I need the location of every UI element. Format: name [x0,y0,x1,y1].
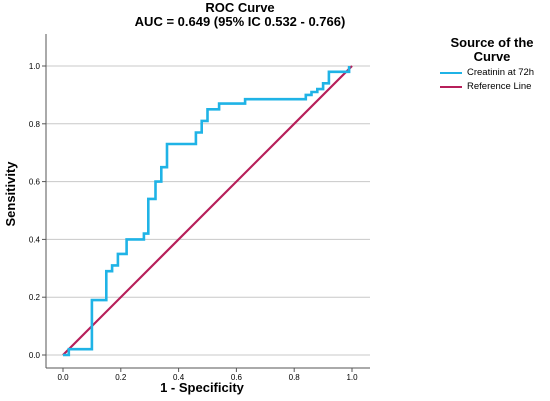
y-axis-label: Sensitivity [3,161,18,227]
legend-item-reference[interactable]: Reference Line [440,81,546,92]
series-line-reference [62,65,353,356]
chart-subtitle: AUC = 0.649 (95% IC 0.532 - 0.766) [134,14,346,29]
axis-ticks: 0.0 0.2 0.4 0.6 0.8 1.0 0.0 0.2 0.4 0.6 0.8 1.0 [29,62,358,382]
legend: Source of the Curve Creatinin at 72h Ref… [438,36,546,92]
x-axis-label: 1 - Specificity [160,380,245,395]
x-tick-label-2: 0.4 [173,373,185,382]
series-group [62,65,353,357]
series-line-creatinin [63,66,351,357]
y-tick-label-2: 0.4 [29,235,41,244]
legend-label-reference: Reference Line [467,81,532,92]
chart-title: ROC Curve [205,0,275,15]
y-tick-label-0: 0.0 [29,351,41,360]
x-tick-label-0: 0.0 [57,373,69,382]
legend-item-creatinin[interactable]: Creatinin at 72h [440,67,546,78]
gridlines [46,65,370,356]
x-tick-label-1: 0.2 [115,373,127,382]
legend-swatch-reference [440,85,462,88]
y-tick-label-3: 0.6 [29,178,41,187]
x-tick-label-3: 0.6 [231,373,243,382]
y-tick-label-5: 1.0 [29,62,41,71]
x-tick-label-5: 1.0 [346,373,358,382]
legend-label-creatinin: Creatinin at 72h [467,67,535,78]
y-tick-label-4: 0.8 [29,120,41,129]
x-tick-label-4: 0.8 [289,373,301,382]
y-tick-label-1: 0.2 [29,293,41,302]
legend-title: Source of the Curve [450,35,534,64]
legend-swatch-creatinin [440,71,462,74]
